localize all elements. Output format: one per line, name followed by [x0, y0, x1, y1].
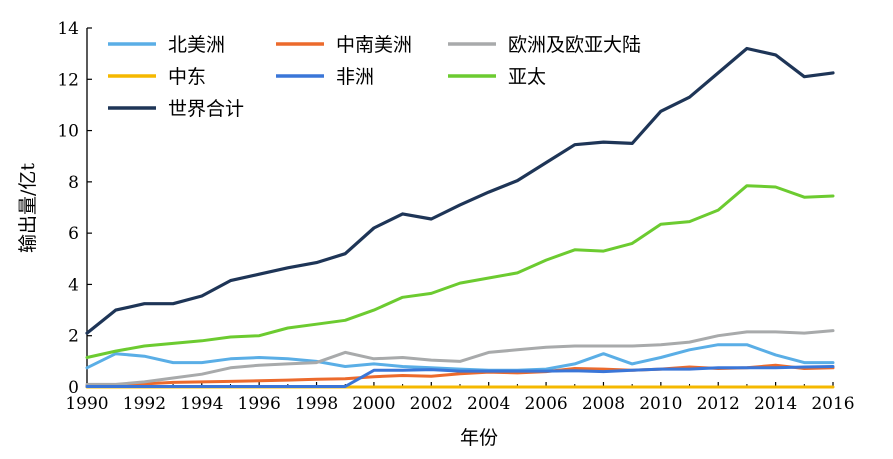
- y-axis-title: 输出量/亿t: [17, 163, 39, 253]
- x-tick-label: 1998: [295, 394, 338, 414]
- x-tick-label: 2002: [410, 394, 453, 414]
- series-line-5: [85, 365, 835, 388]
- y-tick-label: 2: [68, 327, 79, 347]
- x-axis-title: 年份: [460, 427, 498, 449]
- legend-label: 亚太: [508, 66, 546, 88]
- x-tick-label: 2010: [639, 394, 682, 414]
- series-line-6: [85, 184, 835, 359]
- legend-label: 北美洲: [168, 34, 225, 56]
- legend-label: 世界合计: [168, 98, 244, 120]
- x-tick-label: 2012: [697, 394, 740, 414]
- x-tick-label: 2004: [467, 394, 510, 414]
- series-lines: [85, 46, 835, 389]
- y-tick-label: 0: [68, 378, 79, 398]
- y-tick-label: 12: [57, 70, 79, 90]
- x-tick-label: 1990: [65, 394, 108, 414]
- series-line-1: [85, 343, 835, 372]
- y-tick-label: 6: [68, 224, 79, 244]
- x-tick-label: 2016: [811, 394, 854, 414]
- x-ticks: 1990 1992 1994 1996 1998 2000 2002 2004 2006 2008…: [65, 382, 855, 414]
- legend-item-5: 非洲: [276, 66, 374, 88]
- legend-item-3: 欧洲及欧亚大陆: [448, 34, 641, 56]
- y-ticks: 0 2 4 6 8 10 12 14: [57, 19, 92, 398]
- y-tick-label: 4: [68, 275, 79, 295]
- x-tick-label: 1992: [123, 394, 166, 414]
- legend-label: 中东: [168, 66, 206, 88]
- y-tick-label: 8: [68, 173, 79, 193]
- x-tick-label: 2008: [582, 394, 625, 414]
- series-line-3: [85, 329, 835, 386]
- legend-item-2: 中南美洲: [276, 34, 412, 56]
- legend-item-7: 世界合计: [108, 98, 244, 120]
- legend-item-4: 中东: [108, 66, 206, 88]
- x-tick-label: 2014: [754, 394, 797, 414]
- legend-label: 欧洲及欧亚大陆: [508, 34, 641, 56]
- legend-label: 非洲: [336, 66, 374, 88]
- x-tick-label: 1994: [180, 394, 223, 414]
- legend-item-6: 亚太: [448, 66, 546, 88]
- x-tick-label: 2000: [352, 394, 395, 414]
- y-tick-label: 14: [57, 19, 79, 39]
- x-tick-label: 2006: [524, 394, 567, 414]
- legend-label: 中南美洲: [336, 34, 412, 56]
- series-line-7: [85, 46, 835, 335]
- legend-item-1: 北美洲: [108, 34, 225, 56]
- x-tick-label: 1996: [238, 394, 281, 414]
- y-tick-label: 10: [57, 122, 79, 142]
